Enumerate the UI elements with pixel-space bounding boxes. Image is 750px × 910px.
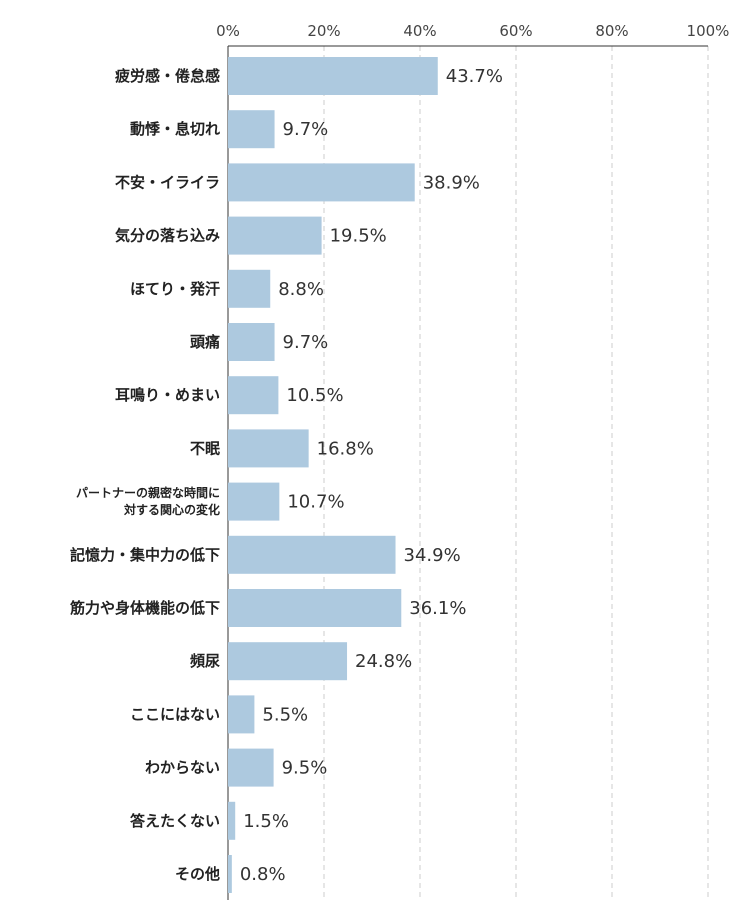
bar: [228, 216, 322, 255]
bar: [228, 323, 275, 361]
bar: [228, 429, 309, 468]
y-tick-label: 動悸・息切れ: [130, 120, 220, 138]
x-tick-label: 60%: [499, 22, 532, 40]
bar: [228, 801, 236, 840]
data-label: 38.9%: [423, 172, 480, 193]
bar: [228, 642, 348, 681]
y-tick-label: 頭痛: [190, 333, 220, 351]
data-label: 24.8%: [355, 651, 412, 672]
y-tick-label: 対する関心の変化: [123, 502, 220, 517]
y-tick-label: 記憶力・集中力の低下: [70, 546, 220, 564]
data-label: 0.8%: [240, 864, 286, 885]
y-tick-label: わからない: [145, 759, 220, 777]
x-tick-label: 40%: [403, 22, 436, 40]
y-tick-label: 頻尿: [190, 652, 220, 670]
bar: [228, 748, 274, 787]
y-tick-label: 不眠: [190, 439, 220, 457]
data-label: 10.7%: [287, 492, 344, 513]
bar: [228, 376, 279, 415]
y-tick-label: 不安・イライラ: [115, 173, 220, 191]
x-tick-label: 80%: [595, 22, 628, 40]
y-tick-label: 答えたくない: [130, 812, 220, 830]
bar: [228, 695, 255, 734]
y-tick-label: ここにはない: [130, 705, 220, 723]
bar: [228, 589, 402, 627]
data-label: 9.5%: [282, 758, 328, 779]
y-tick-label: 筋力や身体機能の低下: [69, 599, 220, 617]
data-label: 10.5%: [286, 385, 343, 406]
data-label: 16.8%: [317, 438, 374, 459]
y-tick-label: ほてり・発汗: [130, 280, 220, 298]
data-label: 9.7%: [283, 119, 329, 140]
bar: [228, 163, 415, 202]
data-label: 1.5%: [243, 811, 289, 832]
data-label: 5.5%: [262, 704, 308, 725]
y-tick-label: 耳鳴り・めまい: [115, 386, 220, 404]
bar: [228, 535, 396, 574]
y-tick-label: 疲労感・倦怠感: [115, 67, 220, 85]
data-label: 9.7%: [283, 332, 329, 353]
data-label: 8.8%: [278, 279, 324, 300]
data-label: 19.5%: [330, 226, 387, 247]
bar: [228, 57, 438, 95]
bar: [228, 482, 280, 521]
x-tick-label: 20%: [307, 22, 340, 40]
bar: [228, 269, 271, 308]
bar: [228, 855, 232, 893]
y-tick-label: 気分の落ち込み: [115, 227, 220, 245]
data-label: 36.1%: [409, 598, 466, 619]
x-tick-label: 0%: [216, 22, 240, 40]
y-tick-label: パートナーの親密な時間に: [76, 485, 220, 500]
bar: [228, 110, 275, 149]
data-label: 34.9%: [404, 545, 461, 566]
y-tick-label: その他: [175, 865, 220, 883]
x-tick-label: 100%: [687, 22, 730, 40]
data-label: 43.7%: [446, 66, 503, 87]
